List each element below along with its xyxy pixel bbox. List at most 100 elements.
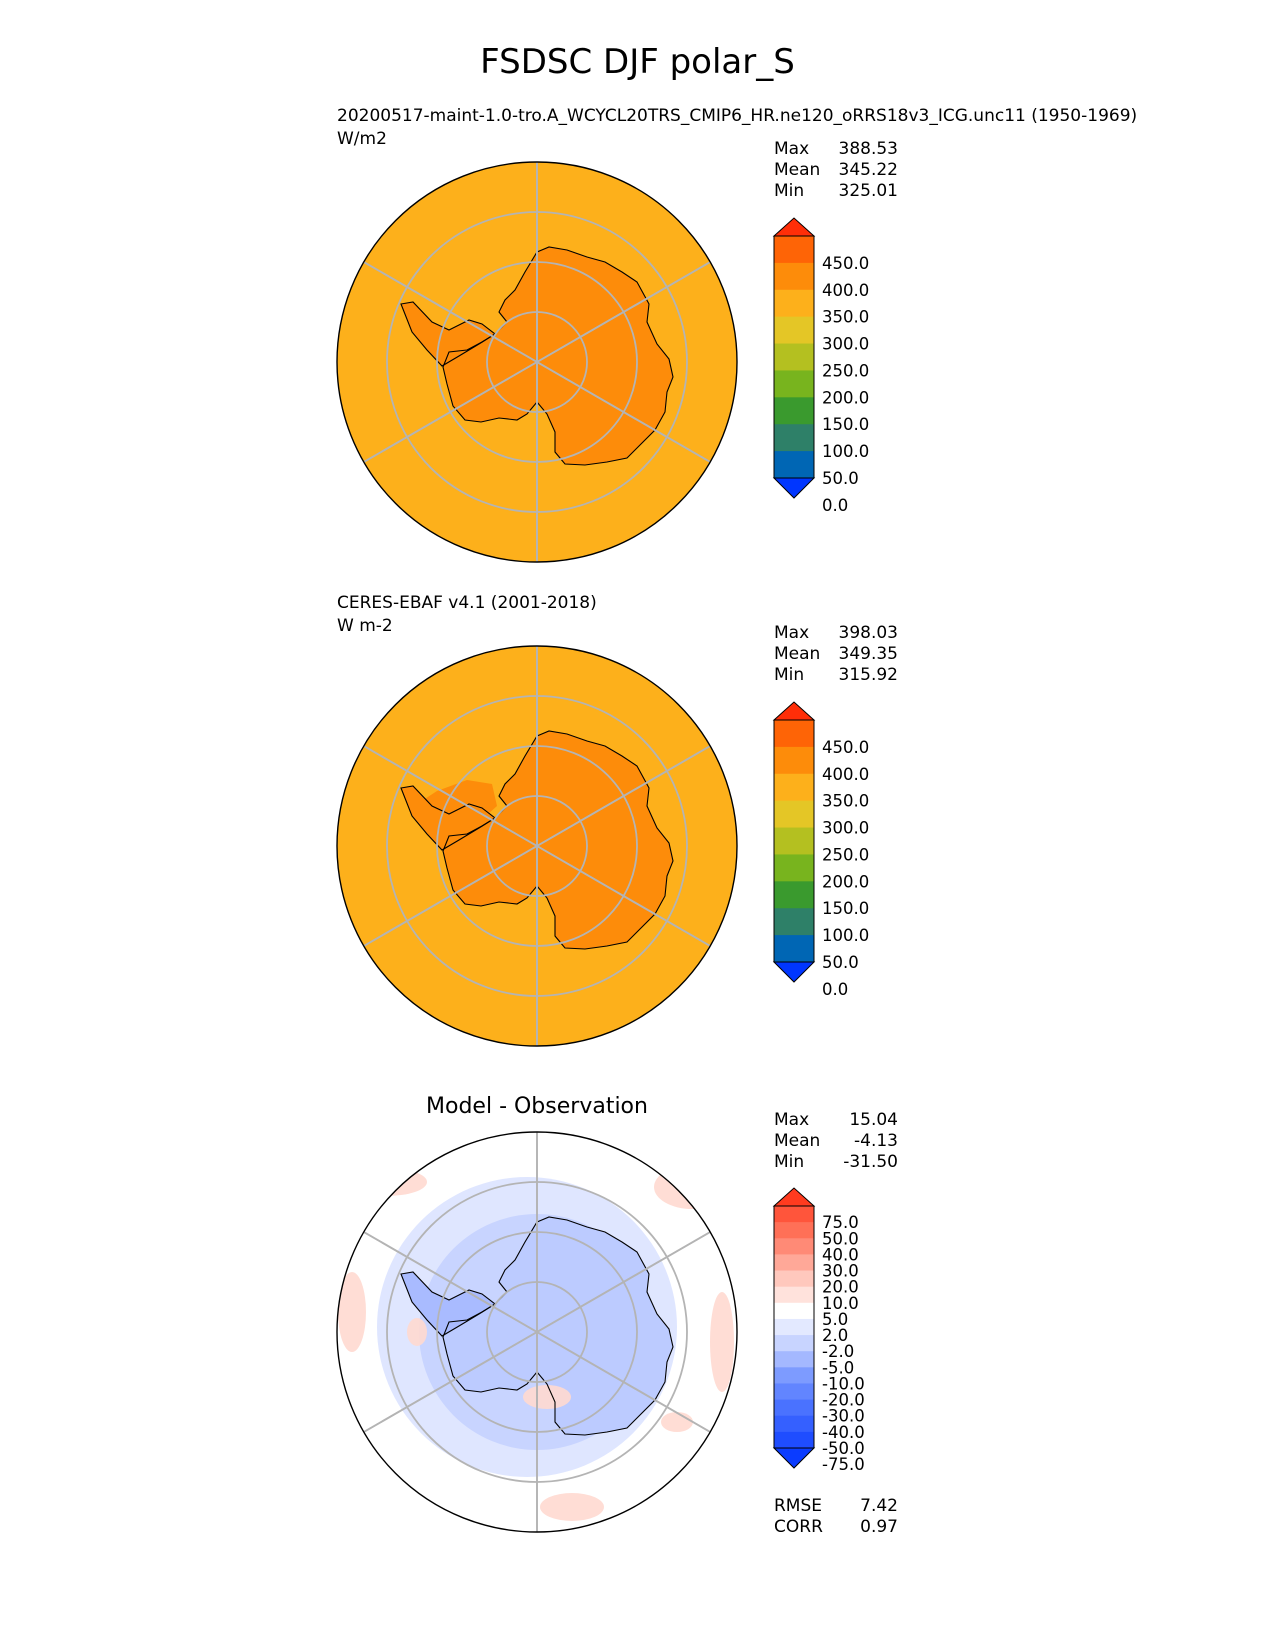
colorbar-segment [774, 343, 814, 371]
colorbar-tick-label: 450.0 [822, 254, 869, 273]
panel-3-polar-map [336, 1131, 738, 1533]
map-boundary [336, 1131, 738, 1533]
colorbar-tick-label: -5.0 [822, 1358, 854, 1377]
colorbar-extend-min [772, 477, 816, 499]
positive-anomaly-patch [407, 1318, 427, 1346]
colorbar-tick-label: 300.0 [822, 335, 869, 354]
metric-value: 7.42 [860, 1496, 898, 1516]
panel-1-title: 20200517-maint-1.0-tro.A_WCYCL20TRS_CMIP… [337, 106, 1138, 126]
stat-value: -31.50 [843, 1152, 898, 1172]
stat-value: 388.53 [838, 139, 898, 159]
stat-value: 325.01 [838, 181, 898, 201]
colorbar-segment [774, 289, 814, 318]
stat-label: Max [774, 1110, 810, 1130]
longitude-gridline [363, 745, 711, 947]
positive-anomaly-patch [347, 1168, 427, 1196]
panel-1-units: W/m2 [337, 129, 387, 149]
colorbar-segment [774, 1318, 814, 1336]
colorbar-outline [773, 1205, 815, 1449]
colorbar-tick-label: 2.0 [822, 1326, 848, 1345]
panel-3-colorbar: 75.050.040.030.020.010.05.02.0-2.0-5.0-1… [772, 1187, 865, 1474]
positive-anomaly-patch [338, 1272, 366, 1352]
colorbar-segment [774, 1431, 814, 1449]
colorbar-segment [774, 908, 814, 936]
metric-value: 0.97 [860, 1517, 898, 1537]
peninsula-field [401, 302, 495, 366]
colorbar-segment [774, 1286, 814, 1304]
colorbar-tick-label: -50.0 [822, 1439, 865, 1458]
colorbar-tick-label: 50.0 [822, 469, 859, 488]
colorbar-tick-label: 450.0 [822, 738, 869, 757]
stat-value: 345.22 [838, 160, 898, 180]
colorbar-segment [774, 397, 814, 425]
colorbar-segment [774, 827, 814, 855]
colorbar-segment [774, 1238, 814, 1255]
colorbar-segment [774, 1270, 814, 1288]
difference-peninsula [401, 1272, 495, 1336]
stat-value: 349.35 [838, 644, 898, 664]
colorbar-tick-label: 40.0 [822, 1245, 859, 1264]
panel-2-colorbar: 450.0 400.0 350.0 300.0 250.0 200.0 150.0 100.0… [772, 701, 869, 999]
colorbar-tick-label: -20.0 [822, 1391, 865, 1410]
colorbar-extend-max [772, 1187, 816, 1207]
colorbar-tick-label: 50.0 [822, 953, 859, 972]
longitude-gridline [363, 1231, 711, 1433]
colorbar-extend-max [772, 701, 816, 721]
figure-title: FSDSC DJF polar_S [480, 42, 795, 82]
colorbar-tick-label: -30.0 [822, 1407, 865, 1426]
colorbar-extend-max [772, 217, 816, 237]
stat-label: Min [774, 181, 805, 201]
colorbar-segment [774, 1335, 814, 1352]
colorbar-segment [774, 370, 814, 398]
panel-3-stats: Max 15.04 Mean -4.13 Min -31.50 [774, 1110, 898, 1176]
colorbar-segment [774, 1351, 814, 1368]
colorbar-tick-label: 20.0 [822, 1278, 859, 1297]
colorbar-segment [774, 1206, 814, 1223]
colorbar-segment [774, 1383, 814, 1401]
colorbar-segment [774, 451, 814, 479]
colorbar-tick-label: 10.0 [822, 1294, 859, 1313]
stat-label: Max [774, 139, 810, 159]
panel-2-stats: Max 398.03 Mean 349.35 Min 315.92 [774, 623, 898, 689]
colorbar-tick-label: 400.0 [822, 281, 869, 300]
colorbar-tick-label: 30.0 [822, 1262, 859, 1281]
colorbar-segment [774, 720, 814, 748]
panel-1-polar-map [336, 161, 738, 563]
colorbar-extend-min [772, 1447, 816, 1469]
stat-value: 398.03 [838, 623, 898, 643]
longitude-gridline [363, 261, 711, 463]
colorbar-segment [774, 854, 814, 882]
stat-label: Mean [774, 644, 821, 664]
coastline [400, 301, 496, 367]
stat-label: Min [774, 665, 805, 685]
colorbar-tick-label: -2.0 [822, 1342, 854, 1361]
coastline [400, 1271, 496, 1337]
panel-2-units: W m-2 [337, 616, 393, 636]
colorbar-tick-label: 250.0 [822, 845, 869, 864]
map-boundary [336, 161, 738, 563]
colorbar-segment [774, 881, 814, 909]
colorbar-segment [774, 1415, 814, 1433]
colorbar-segment [774, 800, 814, 829]
stat-label: Min [774, 1152, 805, 1172]
stat-value: 15.04 [849, 1110, 898, 1130]
positive-anomaly-patch [654, 1165, 730, 1209]
colorbar-tick-label: 100.0 [822, 442, 869, 461]
colorbar-segment [774, 746, 814, 775]
colorbar-tick-label: -10.0 [822, 1374, 865, 1393]
colorbar-segment [774, 1222, 814, 1239]
colorbar-outline [773, 235, 815, 479]
colorbar-tick-label: 75.0 [822, 1213, 859, 1232]
panel-3-title: Model - Observation [426, 1094, 648, 1119]
stat-label: Mean [774, 1131, 821, 1151]
colorbar-tick-label: 0.0 [822, 496, 848, 515]
colorbar-extend-min [772, 961, 816, 983]
colorbar-tick-label: -75.0 [822, 1455, 865, 1474]
metric-label: CORR [774, 1517, 823, 1537]
stat-label: Mean [774, 160, 821, 180]
colorbar-segment [774, 1367, 814, 1384]
stat-value: -4.13 [854, 1131, 898, 1151]
colorbar-tick-label: 200.0 [822, 388, 869, 407]
stat-value: 315.92 [838, 665, 898, 685]
colorbar-segment [774, 316, 814, 345]
